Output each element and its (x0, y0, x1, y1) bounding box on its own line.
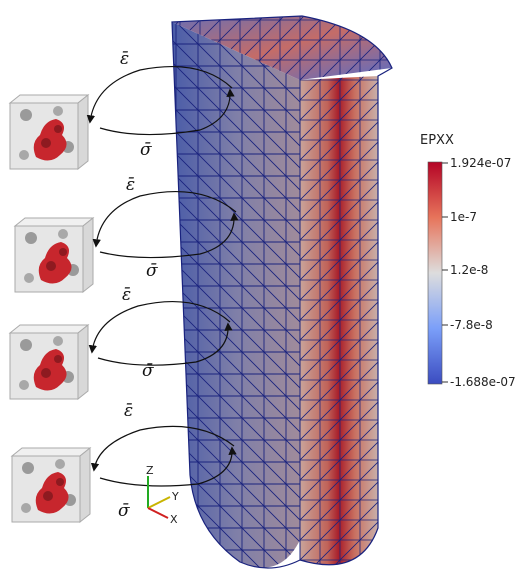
colorbar-tick: -7.8e-8 (450, 318, 493, 332)
strain-label-4: ε̄ (124, 401, 133, 421)
mesh-cut-grid (300, 76, 378, 565)
colorbar-tick: 1.2e-8 (450, 263, 488, 277)
colorbar-tick: 1e-7 (450, 210, 477, 224)
colorbar-tick-max: 1.924e-07 (450, 156, 511, 170)
strain-arrow-4 (90, 425, 235, 472)
x-axis-line (147, 507, 169, 519)
rve-cube-1 (8, 93, 90, 171)
z-axis-label: Z (146, 464, 154, 477)
x-axis-label: X (170, 513, 178, 526)
strain-arrow-2 (92, 191, 237, 248)
y-axis-label: Y (171, 490, 179, 503)
colorbar: EPXX 1.924e-07 1e-7 1.2e-8 -7.8e-8 -1.68… (420, 133, 516, 389)
rve-cube-2 (13, 216, 95, 294)
stress-label-1: σ̄ (140, 140, 152, 160)
mesh-body (171, 15, 393, 569)
strain-label-2: ε̄ (126, 175, 135, 195)
rve-cube-3 (8, 323, 90, 401)
mesh-outline (171, 15, 393, 569)
stress-arrow-3 (97, 322, 233, 366)
axes-triad: Z Y X (146, 464, 179, 526)
strain-arrow-3 (88, 301, 231, 354)
rve-cube-4 (10, 446, 92, 524)
stress-label-4: σ̄ (118, 501, 130, 521)
y-axis-line (147, 496, 171, 509)
stress-arrow-2 (99, 212, 239, 259)
stress-label-2: σ̄ (146, 261, 158, 281)
strain-arrow-1 (86, 65, 233, 124)
stress-label-3: σ̄ (142, 361, 154, 381)
strain-label-1: ε̄ (120, 49, 129, 69)
stress-arrow-4 (99, 446, 237, 487)
mesh-left-grid (172, 22, 300, 568)
colorbar-tick-min: -1.688e-07 (450, 375, 516, 389)
colorbar-title: EPXX (420, 133, 454, 148)
stress-arrow-1 (99, 88, 235, 136)
strain-label-3: ε̄ (122, 285, 131, 305)
coupling-arrows (86, 65, 239, 487)
colorbar-gradient (427, 161, 443, 385)
